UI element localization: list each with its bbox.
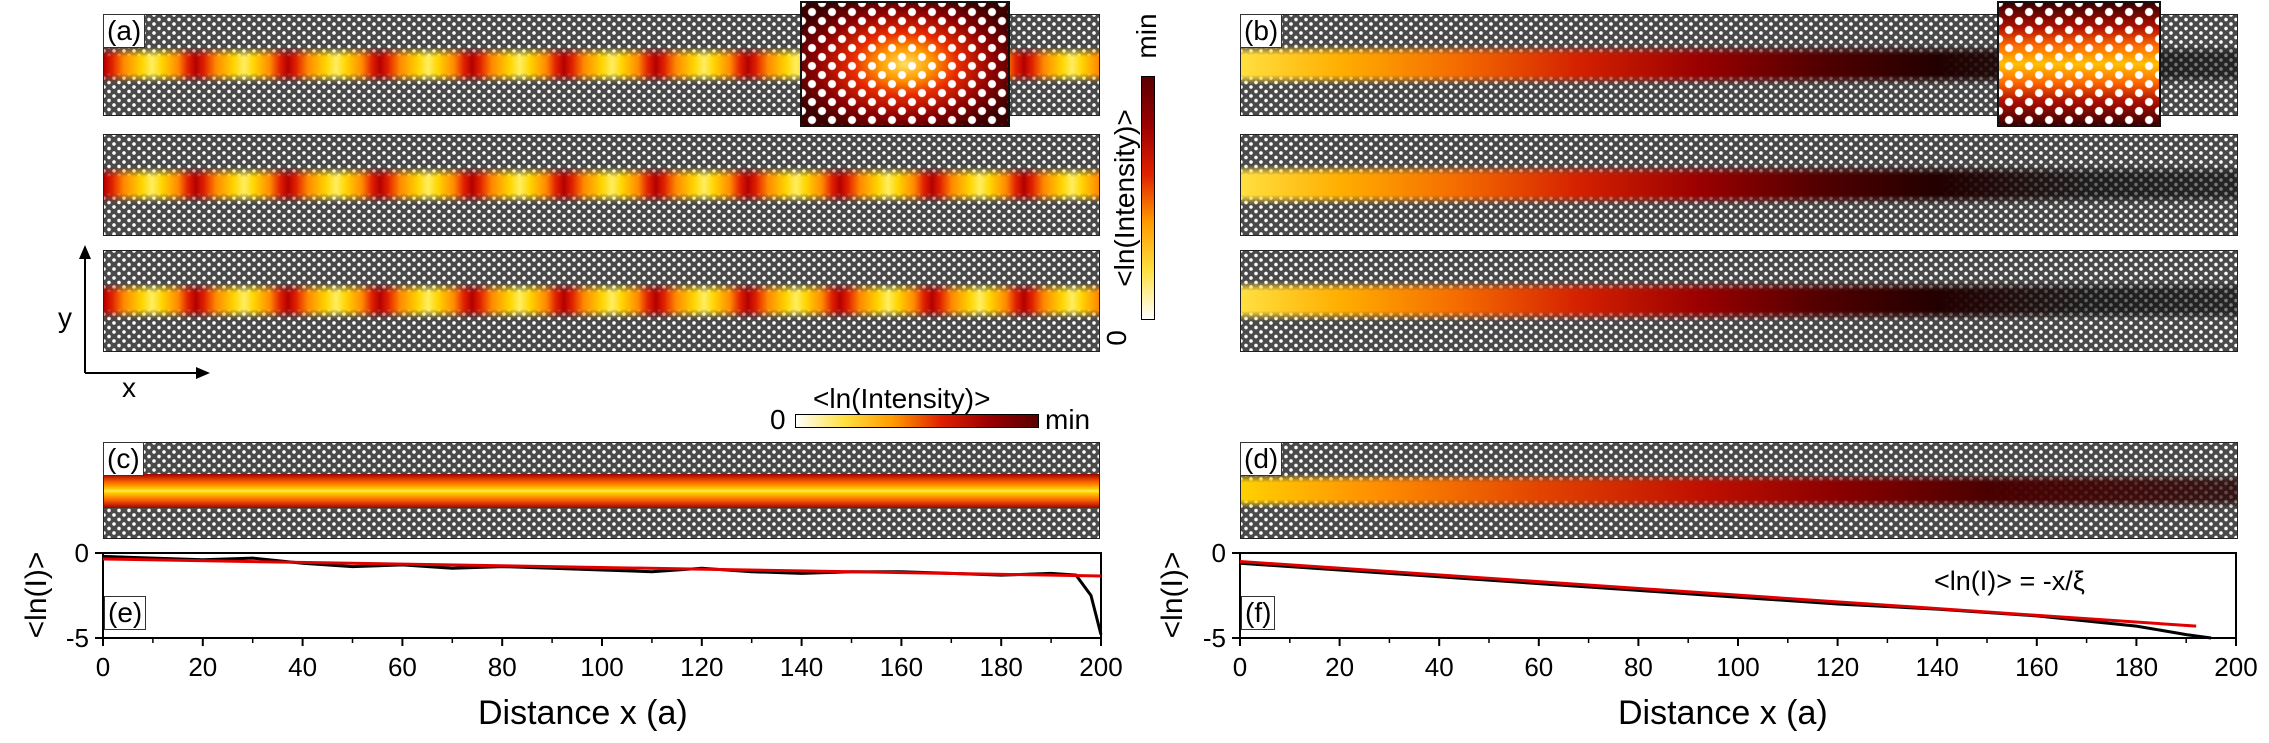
colorbar-vertical <box>1141 76 1155 320</box>
y-tick-label: 0 <box>75 538 89 568</box>
waveguide-mode <box>104 167 1099 203</box>
colorbar-horizontal-high: min <box>1045 404 1091 435</box>
panel-label-f: (f) <box>1241 596 1276 630</box>
chart-e-ylabel: <ln(I)> <box>20 551 53 639</box>
panel-a2-map <box>103 134 1100 236</box>
x-tick-label: 40 <box>288 652 317 682</box>
panel-label-b: (b) <box>1240 14 1283 48</box>
colorbar-horizontal <box>795 414 1039 428</box>
waveguide-mode <box>1241 281 2237 321</box>
series-line-fit <box>102 557 1102 578</box>
panel-c-map <box>103 442 1100 539</box>
y-tick-label: -5 <box>1203 623 1226 653</box>
colorbar-horizontal-label: <ln(Intensity)> <box>813 383 991 414</box>
x-tick-label: 200 <box>2214 652 2257 682</box>
chart-f: 0-50 20 40 60 80 100 120 140 160 180 200 <box>1203 538 2258 682</box>
panel-label-d: (d) <box>1240 442 1283 476</box>
series-line-data <box>1239 561 2212 640</box>
waveguide-mode <box>104 473 1099 508</box>
y-tick-label: 0 <box>1212 538 1226 568</box>
x-tick-label: 180 <box>980 652 1023 682</box>
panel-b3-map <box>1240 250 2238 352</box>
chart-e: 0-50 20 40 60 80 100 120 140 160 180 200 <box>66 538 1123 682</box>
chart-frame <box>102 552 1102 639</box>
x-tick-label: 80 <box>1624 652 1653 682</box>
chart-f-xlabel: Distance x (a) <box>1618 694 1828 732</box>
x-tick-label: 120 <box>680 652 723 682</box>
panel-label-e: (e) <box>104 596 147 630</box>
panel-a3-map <box>103 250 1100 352</box>
x-tick-label: 140 <box>780 652 823 682</box>
axis-x-label: x <box>122 372 136 403</box>
inset-zoom-b <box>1997 1 2161 127</box>
x-tick-label: 20 <box>1325 652 1354 682</box>
x-tick-label: 160 <box>880 652 923 682</box>
y-tick-label: -5 <box>66 623 89 653</box>
x-tick-label: 160 <box>2015 652 2058 682</box>
x-tick-label: 80 <box>488 652 517 682</box>
inset-zoom-a <box>800 1 1010 127</box>
x-tick-label: 0 <box>96 652 110 682</box>
x-tick-label: 40 <box>1425 652 1454 682</box>
panel-label-c: (c) <box>103 442 144 476</box>
waveguide-mode <box>104 283 1099 319</box>
x-tick-label: 120 <box>1816 652 1859 682</box>
colorbar-vertical-low: 0 <box>1100 330 1132 346</box>
colorbar-vertical-high: min <box>1131 13 1162 59</box>
x-tick-label: 100 <box>580 652 623 682</box>
waveguide-mode <box>1241 165 2237 205</box>
panel-d-map <box>1240 442 2238 539</box>
panel-b2-map <box>1240 134 2238 236</box>
colorbar-vertical-label: <ln(Intensity)> <box>1109 109 1140 287</box>
x-tick-label: 180 <box>2115 652 2158 682</box>
colorbar-horizontal-low: 0 <box>770 404 786 435</box>
x-tick-label: 60 <box>388 652 417 682</box>
x-tick-label: 20 <box>188 652 217 682</box>
x-tick-label: 60 <box>1524 652 1553 682</box>
axes-indicator <box>79 245 210 379</box>
x-tick-label: 200 <box>1079 652 1122 682</box>
x-tick-label: 0 <box>1233 652 1247 682</box>
panel-label-a: (a) <box>103 14 146 48</box>
waveguide-mode <box>1241 473 2237 508</box>
x-tick-label: 100 <box>1716 652 1759 682</box>
chart-e-xlabel: Distance x (a) <box>478 694 688 732</box>
chart-f-ylabel: <ln(I)> <box>1156 551 1189 639</box>
x-tick-label: 140 <box>1916 652 1959 682</box>
axis-y-label: y <box>58 302 72 333</box>
chart-f-annotation: <ln(I)> = -x/ξ <box>1934 566 2085 596</box>
series-line-fit <box>1239 560 2197 628</box>
